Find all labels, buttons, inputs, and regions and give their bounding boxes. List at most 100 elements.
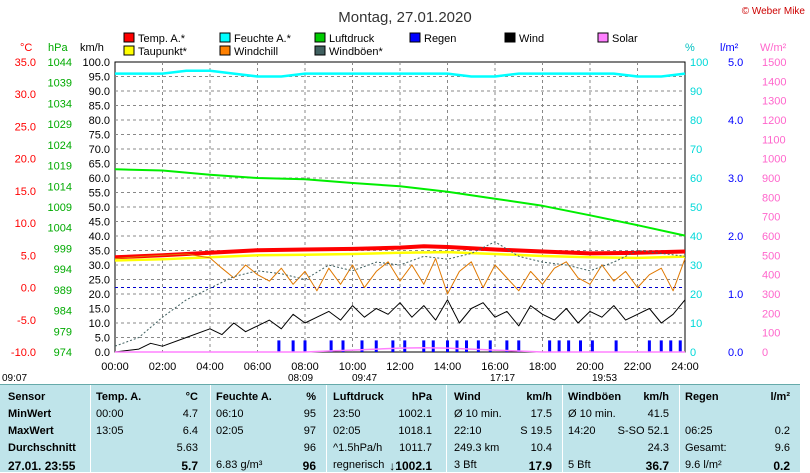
- axes: 35.0 30.0 25.0 20.0 15.0 10.0 5.0 0.0 -5.0 -10.0 1…: [11, 57, 787, 373]
- table-cell: S-SO 52.1: [617, 425, 669, 437]
- x-tick: 06:00: [244, 361, 272, 373]
- table-cell: Temp. A.: [96, 391, 142, 403]
- solar-tick: 1300: [762, 96, 786, 108]
- table-cell: 14:20: [568, 425, 596, 437]
- rain-bar: [277, 340, 281, 352]
- pressure-tick: 1019: [48, 161, 72, 173]
- solar-tick: 200: [762, 308, 780, 320]
- legend-label: Wind: [519, 33, 544, 45]
- table-cell: hPa: [411, 391, 432, 403]
- temp-tick: 25.0: [15, 121, 36, 133]
- table-cell: Luftdruck: [333, 391, 384, 403]
- temp-tick: 5.0: [21, 250, 36, 262]
- humidity-tick: 90: [690, 86, 702, 98]
- table-cell: 96: [303, 442, 316, 454]
- table-cell: 00:00: [96, 408, 124, 420]
- wind-tick: 100.0: [82, 57, 110, 69]
- x-tick: 00:00: [101, 361, 129, 373]
- table-cell: l/m²: [770, 391, 790, 403]
- x-tick: 16:00: [481, 361, 509, 373]
- table-cell: Durchschnitt: [8, 442, 76, 454]
- unit-rain: l/m²: [720, 42, 739, 54]
- table-cell: 3 Bft: [454, 459, 477, 471]
- pressure-tick: 989: [54, 285, 72, 297]
- x-tick: 10:00: [339, 361, 367, 373]
- table-cell: 02:05: [333, 425, 361, 437]
- legend-label: Feuchte A.*: [234, 33, 292, 45]
- rain-bar: [303, 340, 307, 352]
- pressure-tick: 1029: [48, 119, 72, 131]
- unit-pressure: hPa: [48, 42, 68, 54]
- rain-bar: [431, 340, 435, 352]
- wind-tick: 70.0: [89, 144, 110, 156]
- temp-tick: 35.0: [15, 57, 36, 69]
- table-cell: Regen: [685, 391, 719, 403]
- rain-tick: 5.0: [728, 57, 743, 69]
- table-cell: 249.3 km: [454, 442, 500, 454]
- rain-bar: [579, 340, 582, 352]
- series-line: [114, 168, 686, 237]
- statistics-table: Sensor Temp. A. °C Feuchte A.% Luftdruck hPa W…: [0, 384, 800, 473]
- wind-tick: 60.0: [89, 173, 110, 185]
- temp-tick: -10.0: [11, 347, 36, 359]
- rain-bar: [505, 340, 509, 352]
- rain-bar: [446, 340, 449, 352]
- x-tick: 20:00: [576, 361, 604, 373]
- table-cell: 5.63: [176, 442, 198, 454]
- rain-bar: [403, 340, 407, 352]
- pressure-tick: 994: [54, 264, 72, 276]
- pressure-tick: 1024: [48, 140, 72, 152]
- table-cell: 0.2: [774, 425, 790, 437]
- credit-text: © Weber Mike: [742, 6, 806, 17]
- rain-bar: [291, 340, 295, 352]
- rain-bar: [669, 340, 673, 352]
- table-cell: Wind: [454, 391, 481, 403]
- table-cell: 4.7: [182, 408, 198, 420]
- rain-tick: 4.0: [728, 115, 743, 127]
- wind-tick: 10.0: [89, 318, 110, 330]
- legend-label: Taupunkt*: [138, 46, 188, 58]
- unit-temp: °C: [20, 42, 32, 54]
- sun-event-label: 09:07: [2, 373, 27, 384]
- unit-wind: km/h: [80, 42, 104, 54]
- x-tick: 08:00: [291, 361, 319, 373]
- series-line: [114, 250, 686, 262]
- rain-bar: [659, 340, 663, 352]
- legend-swatch: [123, 32, 135, 43]
- legend-swatch: [314, 45, 326, 56]
- x-tick: 24:00: [671, 361, 699, 373]
- pressure-tick: 1034: [48, 98, 72, 110]
- temp-tick: 30.0: [15, 89, 36, 101]
- pressure-tick: 984: [54, 306, 72, 318]
- wind-tick: 45.0: [89, 217, 110, 229]
- table-cell: 41.5: [647, 408, 669, 420]
- x-tick: 02:00: [149, 361, 177, 373]
- solar-tick: 100: [762, 328, 780, 340]
- rain-bar: [329, 340, 333, 352]
- rain-bar: [590, 340, 594, 352]
- table-cell: 10.4: [530, 442, 552, 454]
- humidity-tick: 100: [690, 57, 708, 69]
- temp-tick: 20.0: [15, 154, 36, 166]
- humidity-tick: 20: [690, 289, 702, 301]
- grid: [114, 61, 686, 353]
- legend-label: Solar: [612, 33, 638, 45]
- series-layer: [114, 69, 686, 353]
- solar-tick: 300: [762, 289, 780, 301]
- legend-swatch: [219, 32, 231, 43]
- rain-tick: 3.0: [728, 173, 743, 185]
- pressure-tick: 1014: [48, 181, 72, 193]
- sun-event-label: 09:47: [352, 373, 377, 384]
- legend-swatch: [597, 32, 609, 43]
- table-cell: 95: [303, 408, 316, 420]
- sun-event-label: 08:09: [288, 373, 313, 384]
- solar-tick: 1400: [762, 76, 786, 88]
- table-cell: 22:10: [454, 425, 482, 437]
- solar-tick: 900: [762, 173, 780, 185]
- table-cell: 24.3: [647, 442, 669, 454]
- solar-tick: 1100: [762, 134, 786, 146]
- solar-tick: 600: [762, 231, 780, 243]
- temp-tick: 15.0: [15, 186, 36, 198]
- solar-tick: 1000: [762, 154, 786, 166]
- humidity-tick: 40: [690, 231, 702, 243]
